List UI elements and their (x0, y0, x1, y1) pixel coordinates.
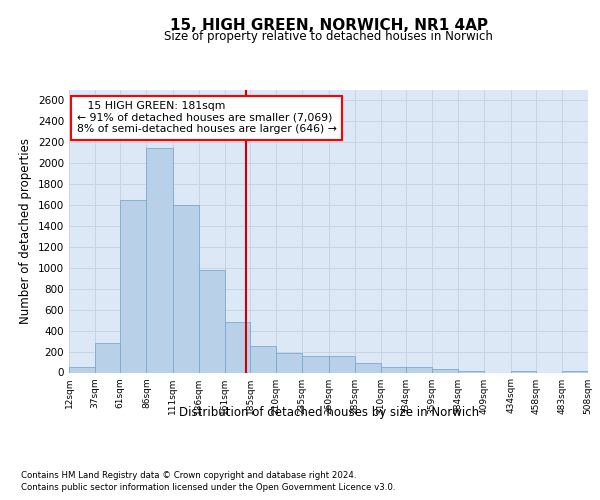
Text: Contains HM Land Registry data © Crown copyright and database right 2024.: Contains HM Land Registry data © Crown c… (21, 471, 356, 480)
Bar (95, 343, 120, 372)
Bar (432, 370, 458, 372)
Text: 15, HIGH GREEN, NORWICH, NR1 4AP: 15, HIGH GREEN, NORWICH, NR1 4AP (170, 18, 488, 32)
Bar (329, 356, 355, 372)
Bar (69, 368, 95, 372)
Bar (406, 368, 432, 372)
Bar (250, 346, 276, 372)
Bar (199, 270, 225, 372)
Bar (173, 205, 199, 372)
Text: 15 HIGH GREEN: 181sqm
← 91% of detached houses are smaller (7,069)
8% of semi-de: 15 HIGH GREEN: 181sqm ← 91% of detached … (77, 102, 337, 134)
Bar (381, 368, 406, 372)
Bar (146, 148, 173, 372)
Y-axis label: Number of detached properties: Number of detached properties (19, 138, 32, 324)
Text: Distribution of detached houses by size in Norwich: Distribution of detached houses by size … (179, 406, 479, 419)
Bar (276, 353, 302, 372)
Bar (302, 356, 329, 372)
Text: Size of property relative to detached houses in Norwich: Size of property relative to detached ho… (164, 30, 493, 43)
Text: Contains public sector information licensed under the Open Government Licence v3: Contains public sector information licen… (21, 483, 395, 492)
Bar (355, 363, 381, 372)
Bar (120, 200, 146, 372)
Bar (225, 322, 250, 372)
